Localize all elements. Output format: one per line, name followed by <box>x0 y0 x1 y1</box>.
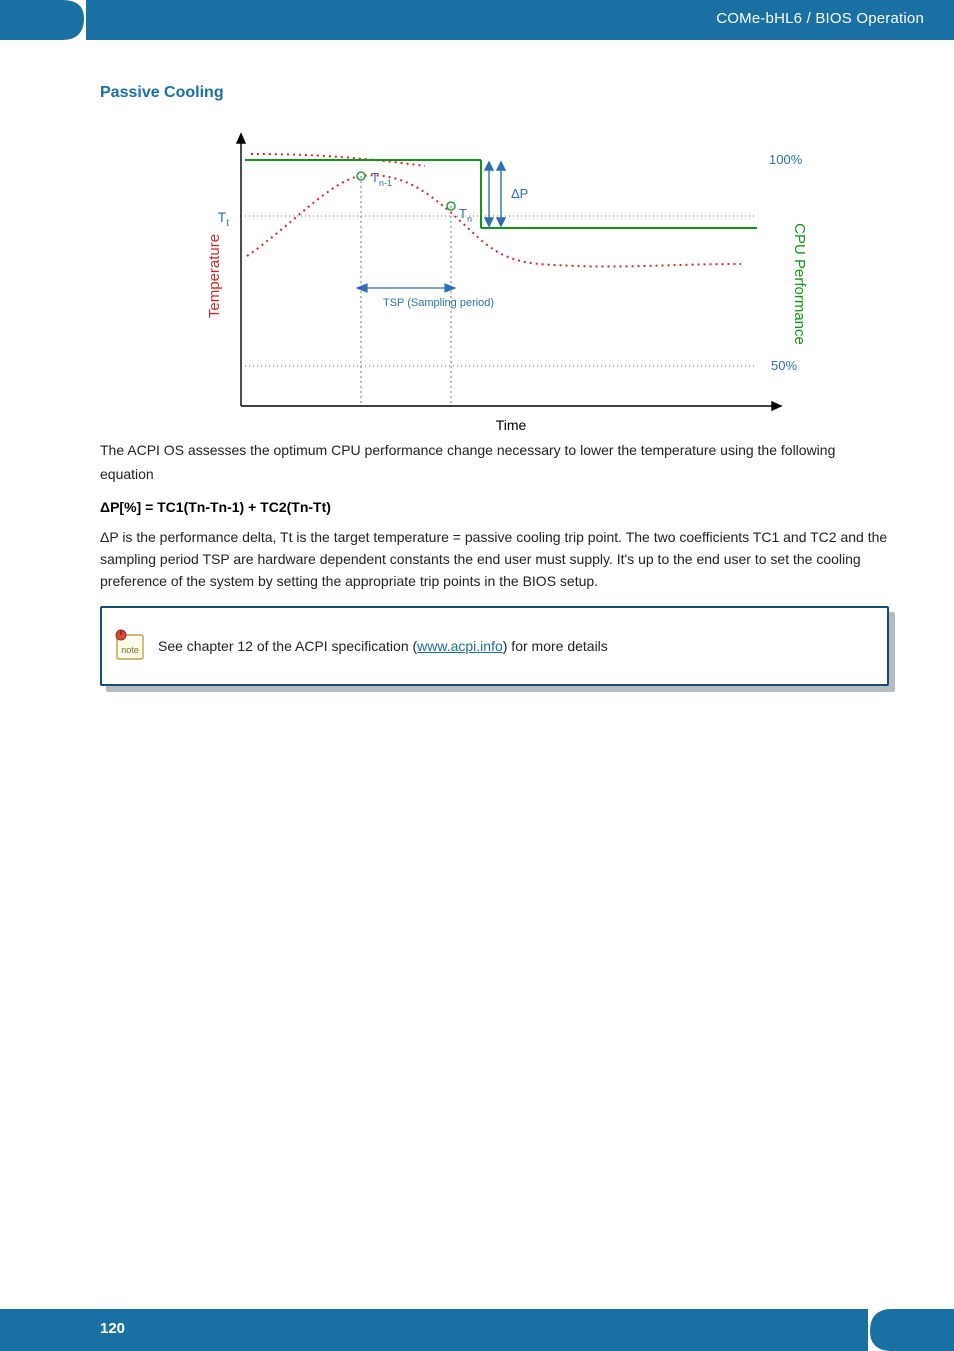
acpi-link[interactable]: www.acpi.info <box>417 638 503 654</box>
note-text-prefix: See chapter 12 of the ACPI specification… <box>158 638 417 654</box>
page-footer: 120 <box>0 1309 954 1351</box>
pct-50: 50% <box>771 358 797 373</box>
passive-cooling-chart: Temperature CPU Performance Time Tt <box>181 116 813 438</box>
header-curve <box>62 0 86 40</box>
note-text-suffix: ) for more details <box>503 638 608 654</box>
tsp-label: TSP (Sampling period) <box>383 297 494 309</box>
svg-text:note: note <box>121 645 139 655</box>
header-accent <box>0 0 62 40</box>
pct-100: 100% <box>769 152 803 167</box>
note-callout: note See chapter 12 of the ACPI specific… <box>100 606 895 692</box>
para-1b: equation <box>100 464 894 486</box>
section-heading: Passive Cooling <box>100 84 894 102</box>
x-axis-label: Time <box>496 417 527 433</box>
trip-temp-label: Tt <box>218 209 230 229</box>
note-icon: note <box>102 627 158 665</box>
para-1a: The ACPI OS assesses the optimum CPU per… <box>100 440 894 462</box>
page-number: 120 <box>100 1320 125 1337</box>
header-title: COMe-bHL6 / BIOS Operation <box>716 10 924 27</box>
footer-curve <box>868 1309 892 1351</box>
y-left-label: Temperature <box>206 234 223 318</box>
delta-p-label: ΔP <box>511 186 528 201</box>
y-right-label: CPU Performance <box>791 223 808 345</box>
tn-label: Tn <box>459 206 472 224</box>
equation: ΔP[%] = TC1(Tn-Tn-1) + TC2(Tn-Tt) <box>100 499 894 515</box>
para-2: ΔP is the performance delta, Tt is the t… <box>100 527 894 592</box>
tn1-label: Tn-1 <box>371 170 392 188</box>
page-header: COMe-bHL6 / BIOS Operation <box>0 0 954 40</box>
